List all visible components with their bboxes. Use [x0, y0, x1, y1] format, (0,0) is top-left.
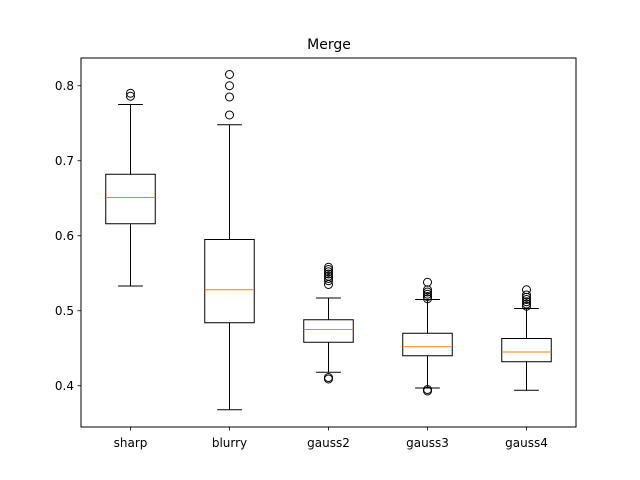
outlier-point	[522, 301, 531, 311]
outlier-point	[522, 285, 531, 295]
outlier-point	[324, 265, 333, 274]
box-body	[105, 173, 156, 225]
outlier-point	[522, 299, 531, 309]
outlier-point	[522, 290, 531, 300]
y-tick-label: 0.8	[55, 79, 74, 93]
outlier-point	[126, 88, 135, 98]
box-sharp	[105, 88, 156, 287]
outlier-point	[324, 267, 333, 277]
outlier-point	[324, 269, 333, 279]
outlier-point	[324, 276, 333, 286]
outlier-point	[225, 81, 234, 91]
box-gauss2	[303, 262, 354, 384]
outlier-point	[324, 274, 333, 283]
box-body	[402, 332, 453, 357]
box-body	[303, 319, 354, 343]
x-tick-label: gauss2	[307, 436, 350, 450]
box-blurry	[204, 70, 255, 411]
outlier-point	[423, 277, 432, 287]
outlier-point	[225, 110, 234, 120]
outlier-point	[225, 92, 234, 102]
outlier-point	[423, 385, 432, 394]
y-tick-label: 0.5	[55, 304, 74, 318]
outlier-point	[324, 262, 333, 272]
x-tick-label: sharp	[114, 436, 148, 450]
outlier-point	[522, 297, 531, 307]
y-tick-label: 0.6	[55, 229, 74, 243]
outlier-point	[324, 373, 333, 382]
chart-title: Merge	[307, 37, 351, 53]
x-tick-label: gauss4	[505, 436, 548, 450]
box-gauss4	[501, 285, 552, 391]
outlier-point	[423, 294, 432, 304]
outlier-point	[423, 292, 432, 301]
outlier-point	[324, 271, 333, 281]
plot-area	[105, 70, 552, 411]
outlier-point	[522, 295, 531, 304]
outlier-point	[423, 289, 432, 299]
y-axis: 0.4 0.5 0.6 0.7 0.8	[55, 79, 81, 393]
box-body	[204, 239, 255, 324]
outlier-point	[225, 70, 234, 79]
box-gauss3	[402, 277, 453, 396]
outlier-point	[423, 287, 432, 297]
x-axis: sharp blurry gauss2 gauss3 gauss4	[114, 427, 548, 450]
y-tick-label: 0.7	[55, 154, 74, 168]
x-tick-label: blurry	[212, 436, 247, 450]
y-tick-label: 0.4	[55, 379, 74, 393]
box-body	[501, 338, 552, 363]
outlier-point	[126, 91, 135, 101]
x-tick-label: gauss3	[406, 436, 449, 450]
